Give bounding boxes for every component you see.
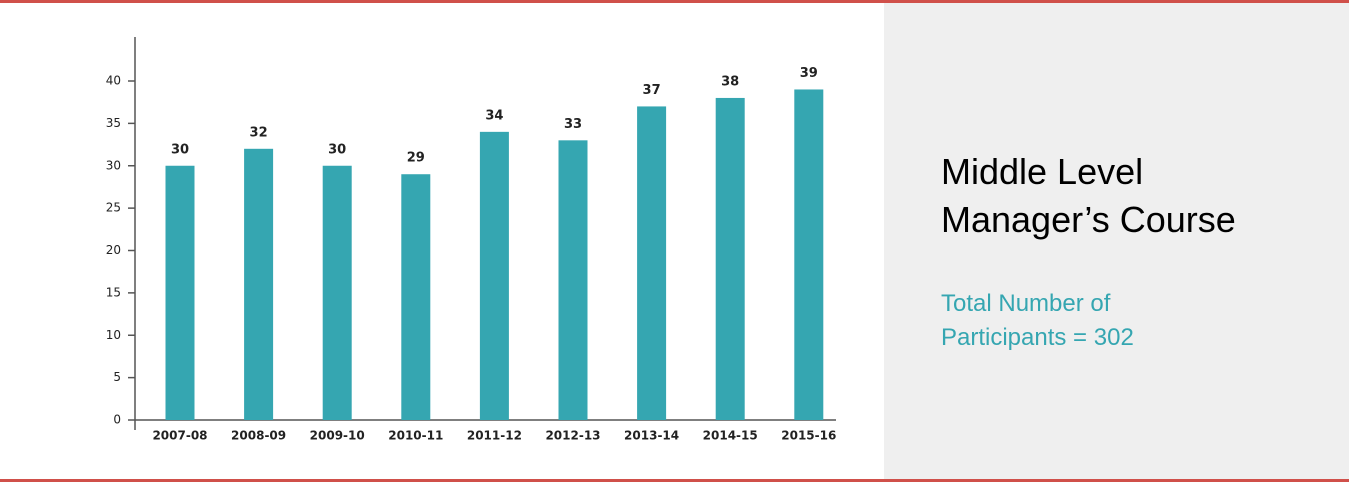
bar: [794, 89, 824, 420]
y-tick-label: 20: [106, 243, 121, 257]
bar: [401, 174, 431, 420]
x-tick-label: 2007-08: [152, 429, 207, 443]
y-tick-label: 0: [113, 413, 121, 427]
bar: [322, 165, 352, 420]
chart: 0 5 10 15 20 25 30 35 40 2007-08 30 2008-09 32 2009-1…: [106, 37, 836, 443]
value-label: 37: [643, 83, 661, 98]
top-rule: [0, 0, 1349, 3]
bar: [479, 131, 509, 420]
value-label: 30: [171, 142, 189, 157]
x-tick-label: 2015-16: [781, 429, 836, 443]
y-tick-label: 40: [106, 74, 121, 88]
bottom-rule: [0, 479, 1349, 482]
value-label: 39: [800, 66, 818, 81]
value-label: 30: [328, 142, 346, 157]
value-label: 38: [721, 74, 739, 89]
chart-title: Middle Level Manager’s Course: [941, 151, 1236, 240]
side-panel: Middle Level Manager’s Course Total Numb…: [884, 3, 1349, 479]
x-tick-label: 2010-11: [388, 429, 443, 443]
y-tick-label: 10: [106, 328, 121, 342]
bar: [558, 140, 588, 420]
bar: [165, 165, 195, 420]
value-label: 34: [485, 108, 503, 123]
bar: [637, 106, 667, 421]
chart-subtitle: Total Number of Participants = 302: [941, 290, 1134, 351]
value-label: 32: [250, 125, 268, 140]
y-tick-label: 30: [106, 158, 121, 172]
x-tick-label: 2011-12: [467, 429, 522, 443]
value-label: 29: [407, 151, 425, 166]
y-tick-label: 5: [113, 370, 121, 384]
bar: [244, 148, 274, 421]
x-tick-label: 2009-10: [310, 429, 365, 443]
x-tick-label: 2008-09: [231, 429, 286, 443]
bar: [715, 97, 745, 420]
x-tick-label: 2013-14: [624, 429, 679, 443]
x-tick-label: 2014-15: [703, 429, 758, 443]
y-tick-label: 15: [106, 285, 121, 299]
x-tick-label: 2012-13: [545, 429, 600, 443]
y-tick-label: 35: [106, 116, 121, 130]
value-label: 33: [564, 117, 582, 132]
y-tick-label: 25: [106, 201, 121, 215]
